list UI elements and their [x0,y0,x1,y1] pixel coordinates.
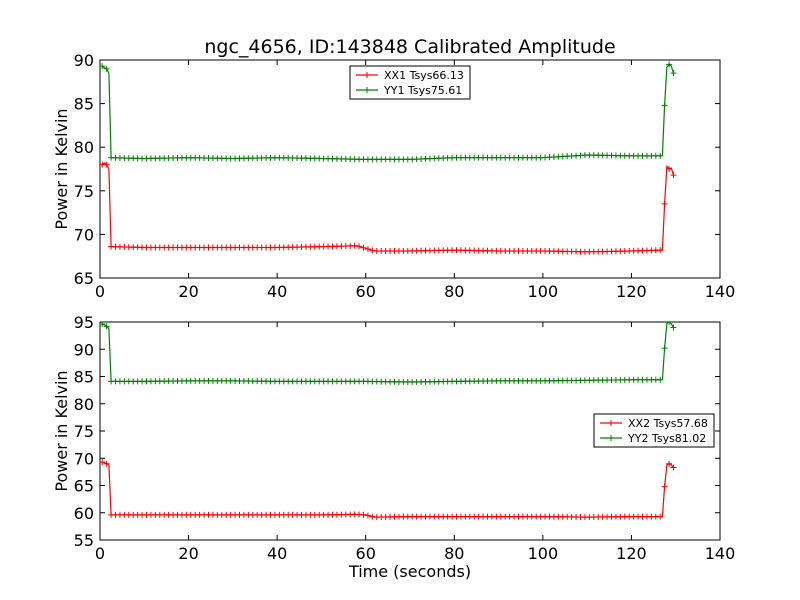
bottom-subplot: 0 20 40 60 80 100 120 140 55 60 65 70 75 80 85 90 95 Powe… [52,313,735,581]
data-point [103,161,110,168]
legend-label: YY2 Tsys81.02 [627,432,706,445]
y-axis-title: Power in Kelvin [52,108,71,229]
chart-title: ngc_4656, ID:143848 Calibrated Amplitude [204,36,615,58]
y-tick-label: 55 [74,531,94,550]
x-tick-label: 40 [267,282,287,301]
series-line [108,328,663,383]
data-point [661,102,668,109]
data-point [100,459,106,466]
data-point [369,513,376,520]
x-tick-label: 80 [444,544,464,563]
data-point [360,244,367,251]
top-subplot: 0 20 40 60 80 100 120 140 65 70 75 80 85 90 Power in K… [52,51,735,301]
y-tick-label: 75 [74,182,94,201]
data-point [661,345,668,352]
data-point [103,65,110,72]
plot-frame [99,59,721,279]
data-point [657,152,664,159]
legend-label: XX2 Tsys57.68 [628,417,708,430]
data-point [666,322,673,325]
x-tick-label: 140 [705,282,736,301]
data-point [666,166,673,172]
series-xx2 [100,459,677,521]
data-point [670,324,677,331]
legend: XX2 Tsys57.68 YY2 Tsys81.02 [593,413,715,448]
series-line [661,463,674,517]
data-point [364,246,371,253]
y-tick-label: 70 [74,225,94,244]
x-tick-label: 60 [356,282,376,301]
y-tick-label: 65 [74,269,94,288]
data-point [100,63,106,70]
data-point [103,323,110,330]
series-yy2 [100,322,677,385]
y-tick-label: 90 [74,340,94,359]
x-tick-label: 40 [267,544,287,563]
y-tick-label: 95 [74,313,94,332]
series-xx1 [100,161,677,255]
data-point [670,464,677,471]
y-tick-label: 85 [74,368,94,387]
data-point [360,511,367,518]
data-point [670,172,677,179]
x-tick-label: 140 [705,544,736,563]
data-point [666,460,673,467]
y-tick-label: 80 [74,395,94,414]
x-tick-label: 20 [178,544,198,563]
y-tick-label: 85 [74,95,94,114]
data-point [369,247,376,254]
series-line [101,65,110,74]
y-tick-label: 90 [74,51,94,70]
data-point [670,70,677,77]
data-point [657,247,664,254]
data-point [661,483,668,490]
data-point [351,242,358,249]
x-tick-label: 0 [95,544,105,563]
x-tick-label: 120 [616,544,647,563]
x-axis-title: Time (seconds) [348,562,471,581]
data-point [364,512,371,519]
x-tick-label: 100 [528,282,559,301]
series-line [101,162,110,170]
data-point [657,513,664,520]
series-line [108,168,663,253]
series-line [108,464,663,518]
series-yy1 [100,61,677,163]
x-tick-label: 100 [528,544,559,563]
data-point [100,322,106,328]
legend-label: YY1 Tsys75.61 [383,84,462,97]
series-line [661,322,675,380]
legend: XX1 Tsys66.13 YY1 Tsys75.61 [349,65,471,100]
data-point [103,460,110,467]
legend-label: XX1 Tsys66.13 [384,69,464,82]
y-tick-label: 80 [74,138,94,157]
x-tick-label: 120 [616,282,647,301]
data-point [661,200,668,207]
data-point [666,61,673,68]
y-tick-label: 70 [74,449,94,468]
series-line [661,63,675,156]
y-tick-label: 65 [74,477,94,496]
x-tick-label: 60 [356,544,376,563]
data-point [657,376,664,383]
y-tick-label: 75 [74,422,94,441]
x-tick-label: 80 [444,282,464,301]
x-tick-label: 0 [95,282,105,301]
data-point [356,243,363,250]
y-axis-title: Power in Kelvin [52,370,71,491]
x-tick-label: 20 [178,282,198,301]
y-tick-label: 60 [74,504,94,523]
series-line [661,164,675,251]
